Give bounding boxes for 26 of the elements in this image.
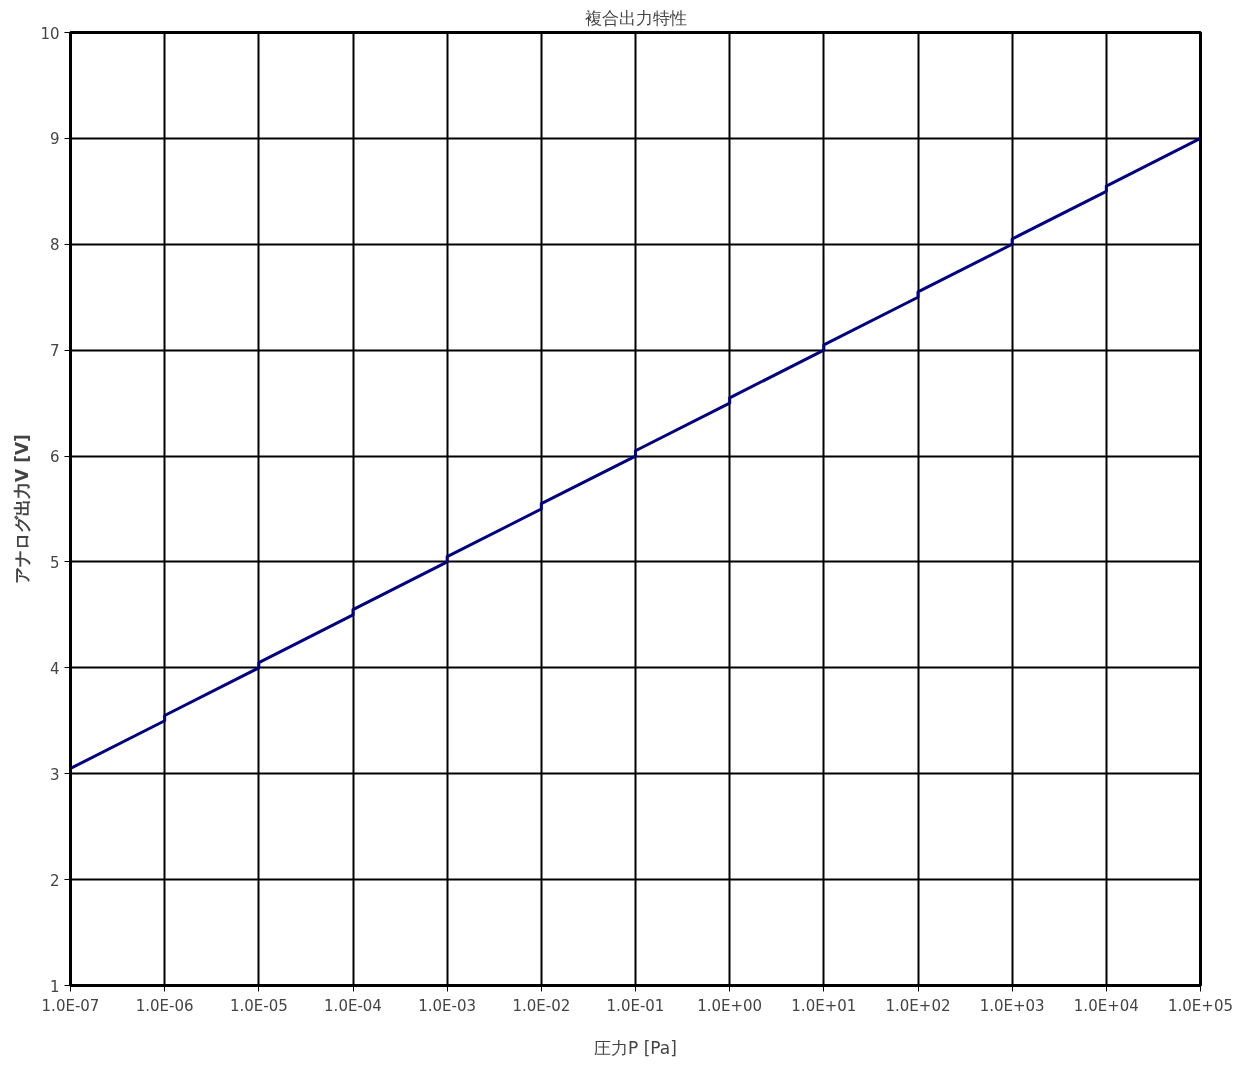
y-tick-label: 4 [49,659,60,678]
x-tick-label: 1.0E+02 [885,996,951,1015]
y-axis-title: アナログ出力V [V] [12,434,33,584]
x-tick-label: 1.0E-02 [512,996,571,1015]
x-tick-label: 1.0E-07 [41,996,100,1015]
x-tick-label: 1.0E+04 [1073,996,1139,1015]
x-tick-label: 1.0E-05 [229,996,288,1015]
x-axis-title: 圧力P [Pa] [594,1037,677,1058]
chart-title: 複合出力特性 [584,7,687,28]
y-tick-label: 2 [49,871,60,890]
y-tick-label: 3 [49,765,60,784]
y-tick-label: 10 [40,24,60,43]
x-tick-label: 1.0E+03 [979,996,1045,1015]
x-tick-label: 1.0E-06 [135,996,194,1015]
y-tick-label: 1 [49,977,60,996]
y-tick-label: 9 [49,130,60,149]
y-tick-label: 8 [49,236,60,255]
x-tick-label: 1.0E+00 [697,996,763,1015]
x-tick-label: 1.0E-04 [324,996,382,1015]
x-tick-label: 1.0E+05 [1168,996,1234,1015]
y-tick-label: 5 [49,553,60,572]
x-tick-label: 1.0E-01 [606,996,665,1015]
x-tick-label: 1.0E-03 [418,996,477,1015]
y-tick-label: 7 [49,342,60,361]
y-tick-label: 6 [49,448,60,467]
x-tick-label: 1.0E+01 [791,996,857,1015]
